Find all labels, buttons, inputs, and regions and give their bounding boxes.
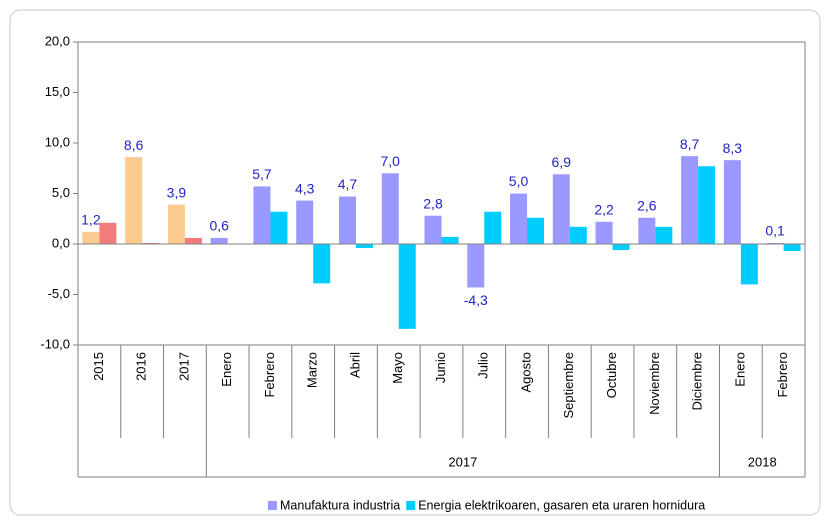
x-tick-label: Abril (347, 352, 362, 378)
group-label: 2018 (748, 454, 777, 469)
y-tick-label: -5,0 (48, 286, 70, 301)
bar (424, 215, 442, 244)
y-tick-label: 5,0 (52, 185, 70, 200)
bar (167, 204, 185, 244)
y-tick-label: -10,0 (40, 336, 70, 351)
value-label: 6,9 (552, 154, 572, 170)
value-label: 2,8 (423, 195, 443, 211)
group-label: 2017 (448, 454, 477, 469)
bar (381, 173, 399, 244)
value-label: 0,1 (765, 223, 785, 239)
x-tick-label: Octubre (604, 352, 619, 398)
x-tick-label: Enero (732, 352, 747, 387)
bar (723, 160, 741, 244)
bar (441, 236, 459, 244)
bar (681, 156, 699, 244)
bar (313, 244, 331, 284)
value-label: 2,6 (637, 197, 657, 213)
x-tick-label: Marzo (305, 352, 320, 388)
legend-label: Manufaktura industria (280, 498, 400, 512)
bar (467, 244, 485, 288)
bar (253, 186, 271, 244)
x-tick-label: Enero (219, 352, 234, 387)
bar (210, 237, 228, 244)
x-tick-label: Febrero (775, 352, 790, 398)
value-label: 7,0 (381, 153, 401, 169)
x-tick-label: Diciembre (690, 352, 705, 411)
y-tick-label: 20,0 (45, 33, 70, 48)
x-tick-label: Mayo (390, 352, 405, 384)
value-label: 3,9 (167, 184, 187, 200)
x-tick-label: 2016 (134, 352, 149, 381)
y-tick-label: 10,0 (45, 134, 70, 149)
value-label: 5,7 (252, 166, 272, 182)
y-tick-label: 0,0 (52, 235, 70, 250)
bar (655, 226, 673, 244)
bar (595, 221, 613, 244)
bar (82, 231, 100, 244)
x-tick-label: Junio (433, 352, 448, 383)
y-tick-label: 15,0 (45, 84, 70, 99)
value-label: -4,3 (464, 292, 488, 308)
bar (740, 244, 758, 285)
value-label: 0,6 (209, 218, 229, 234)
bar (355, 244, 373, 249)
bar (99, 222, 117, 244)
x-tick-label: Noviembre (647, 352, 662, 415)
x-tick-label: Julio (476, 352, 491, 379)
value-label: 8,6 (124, 137, 144, 153)
bar (510, 193, 528, 244)
x-tick-label: 2015 (91, 352, 106, 381)
bar (484, 211, 502, 244)
bar (270, 211, 288, 244)
value-label: 5,0 (509, 173, 529, 189)
bar (338, 196, 356, 244)
legend-swatch (268, 501, 277, 510)
value-label: 2,2 (594, 201, 614, 217)
bar (398, 244, 416, 329)
value-label: 8,3 (723, 140, 743, 156)
bar (184, 237, 202, 244)
bar (766, 242, 784, 244)
value-label: 4,7 (338, 176, 358, 192)
x-tick-label: Agosto (518, 352, 533, 392)
bar (527, 217, 545, 244)
bar (142, 242, 160, 244)
legend-swatch (406, 501, 416, 510)
bar (125, 157, 143, 244)
bar (698, 166, 716, 244)
x-tick-label: Febrero (262, 352, 277, 398)
value-label: 4,3 (295, 180, 315, 196)
value-label: 1,2 (81, 212, 101, 228)
legend-label: Energia elektrikoaren, gasaren eta urare… (418, 498, 705, 512)
bar (569, 226, 587, 244)
x-tick-label: Septiembre (561, 352, 576, 418)
bar (783, 244, 801, 252)
bar (612, 244, 630, 251)
value-label: 8,7 (680, 136, 700, 152)
x-tick-label: 2017 (176, 352, 191, 381)
bar (296, 200, 314, 244)
bar (638, 217, 656, 244)
bar (552, 174, 570, 244)
